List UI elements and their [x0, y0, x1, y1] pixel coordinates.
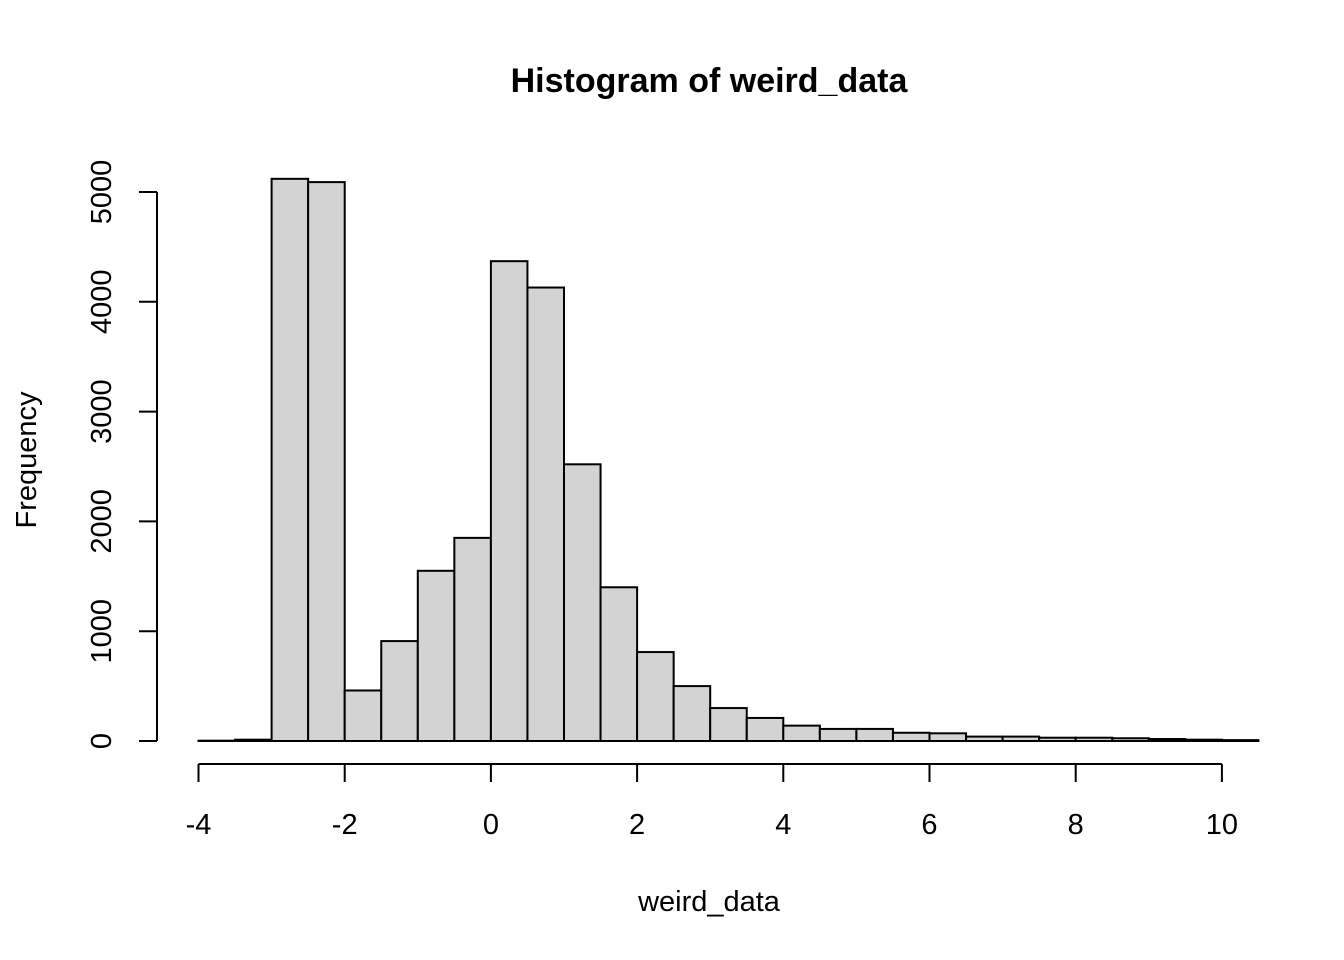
- y-tick-label-0: 0: [86, 733, 118, 749]
- histogram-bar-9: [526, 286, 566, 742]
- y-axis: 0 1000 2000 3000 4000 5000: [86, 160, 158, 749]
- x-axis-label: weird_data: [637, 886, 781, 918]
- histogram-bar-11: [599, 586, 639, 743]
- histogram-bar-21: [965, 735, 1004, 742]
- y-tick-label-3: 3000: [86, 379, 118, 444]
- histogram-bar-24: [1074, 736, 1114, 742]
- histogram-bar-23: [1038, 736, 1077, 742]
- y-axis-label: Frequency: [11, 391, 43, 529]
- x-axis: -4 -2 0 2 4 6 8 10: [186, 763, 1238, 841]
- histogram-bar-25: [1111, 737, 1150, 743]
- histogram-bar-19: [891, 731, 931, 743]
- histogram-bar-1: [234, 738, 273, 742]
- y-tick-label-5: 5000: [86, 160, 118, 225]
- x-tick-label-5: 6: [921, 809, 937, 841]
- chart-title: Histogram of weird_data: [511, 62, 909, 100]
- histogram-bar-28: [1220, 739, 1260, 742]
- histogram-bar-7: [453, 536, 492, 742]
- x-tick-label-6: 8: [1068, 809, 1084, 841]
- histogram-bar-14: [709, 707, 748, 742]
- histogram-bar-20: [928, 732, 968, 743]
- histogram-bar-17: [818, 727, 858, 742]
- histogram-bars: [197, 177, 1260, 743]
- x-tick-label-7: 10: [1206, 809, 1238, 841]
- histogram-bar-18: [855, 727, 894, 742]
- histogram-bar-8: [489, 260, 529, 742]
- y-tick-label-1: 1000: [86, 599, 118, 664]
- histogram-bar-10: [563, 463, 602, 742]
- y-tick-label-4: 4000: [86, 270, 118, 335]
- histogram-bar-22: [1001, 735, 1041, 742]
- histogram-bar-4: [343, 689, 383, 743]
- histogram-bar-13: [672, 685, 712, 742]
- histogram-bar-2: [270, 177, 310, 743]
- x-tick-label-1: -2: [332, 809, 358, 841]
- y-tick-label-2: 2000: [86, 489, 118, 554]
- histogram-bar-27: [1184, 738, 1223, 742]
- x-tick-label-3: 2: [629, 809, 645, 841]
- histogram-bar-26: [1147, 738, 1187, 743]
- histogram-bar-3: [307, 181, 346, 743]
- x-tick-label-4: 4: [775, 809, 791, 841]
- x-tick-label-0: -4: [186, 809, 212, 841]
- histogram-bar-16: [782, 724, 821, 742]
- histogram-bar-12: [636, 651, 675, 743]
- histogram-bar-6: [416, 569, 456, 742]
- x-tick-label-2: 0: [483, 809, 499, 841]
- histogram-bar-5: [380, 640, 419, 742]
- histogram-bar-15: [745, 716, 785, 743]
